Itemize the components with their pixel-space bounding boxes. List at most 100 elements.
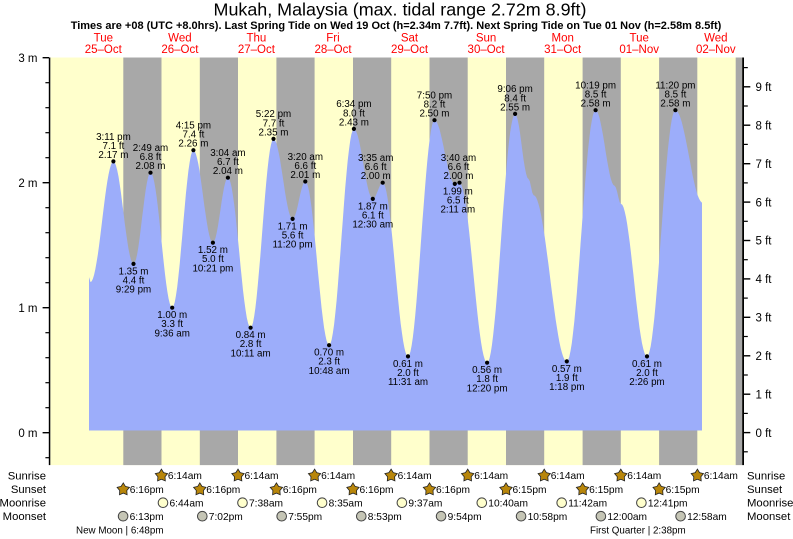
svg-text:8.0 ft: 8.0 ft — [343, 108, 365, 119]
svg-text:1.9 ft: 1.9 ft — [556, 373, 578, 384]
svg-text:Times are +08 (UTC +8.0hrs). L: Times are +08 (UTC +8.0hrs). Last Spring… — [71, 20, 722, 32]
svg-text:Sat: Sat — [401, 33, 419, 45]
svg-text:5 ft: 5 ft — [756, 236, 773, 248]
svg-text:Sun: Sun — [476, 33, 496, 45]
svg-text:Moonset: Moonset — [747, 511, 791, 523]
svg-text:Moonrise: Moonrise — [747, 498, 793, 510]
svg-text:6:34 pm: 6:34 pm — [336, 99, 371, 110]
svg-text:12:30 am: 12:30 am — [352, 220, 393, 231]
svg-text:30–Oct: 30–Oct — [468, 44, 506, 56]
svg-text:11:31 am: 11:31 am — [388, 377, 428, 388]
svg-text:2.50 m: 2.50 m — [420, 109, 450, 120]
svg-text:26–Oct: 26–Oct — [161, 44, 199, 56]
svg-text:Mukah, Malaysia (max. tidal ra: Mukah, Malaysia (max. tidal range 2.72m … — [214, 0, 587, 20]
svg-text:8.4 ft: 8.4 ft — [504, 93, 526, 104]
svg-text:6.5 ft: 6.5 ft — [447, 195, 469, 206]
svg-text:2.04 m: 2.04 m — [213, 166, 243, 177]
svg-text:11:20 pm: 11:20 pm — [655, 81, 695, 92]
svg-text:6:44am: 6:44am — [170, 498, 204, 509]
svg-text:3.3 ft: 3.3 ft — [161, 319, 183, 330]
svg-text:3:20 am: 3:20 am — [288, 152, 323, 163]
svg-text:6:16pm: 6:16pm — [283, 485, 317, 496]
svg-text:0.56 m: 0.56 m — [472, 365, 502, 376]
svg-text:8:53pm: 8:53pm — [368, 512, 402, 523]
svg-text:12:58am: 12:58am — [687, 512, 727, 523]
svg-text:10:48 am: 10:48 am — [309, 366, 350, 377]
svg-text:Sunrise: Sunrise — [747, 470, 785, 482]
svg-text:12:00am: 12:00am — [607, 512, 647, 523]
svg-text:2:11 am: 2:11 am — [440, 205, 475, 216]
svg-text:New Moon | 6:48pm: New Moon | 6:48pm — [76, 526, 164, 537]
svg-text:02–Nov: 02–Nov — [696, 44, 736, 56]
svg-text:2.00 m: 2.00 m — [361, 171, 391, 182]
svg-text:3:40 am: 3:40 am — [441, 153, 476, 164]
svg-text:2.0 ft: 2.0 ft — [397, 368, 419, 379]
svg-text:29–Oct: 29–Oct — [391, 44, 429, 56]
svg-text:6:16pm: 6:16pm — [360, 485, 394, 496]
svg-text:8.5 ft: 8.5 ft — [665, 90, 687, 101]
svg-text:1.52 m: 1.52 m — [198, 245, 228, 256]
svg-text:12:41pm: 12:41pm — [648, 498, 688, 509]
svg-text:2.43 m: 2.43 m — [339, 117, 369, 128]
svg-text:Fri: Fri — [326, 33, 339, 45]
svg-text:3:35 am: 3:35 am — [358, 153, 393, 164]
svg-text:0.61 m: 0.61 m — [632, 359, 662, 370]
svg-text:1 m: 1 m — [18, 303, 37, 315]
svg-text:2.01 m: 2.01 m — [290, 170, 320, 181]
svg-text:6:15pm: 6:15pm — [513, 485, 547, 496]
svg-text:7:50 pm: 7:50 pm — [417, 91, 452, 102]
svg-text:7:02pm: 7:02pm — [209, 512, 243, 523]
svg-text:1.00 m: 1.00 m — [157, 310, 187, 321]
svg-text:6:14am: 6:14am — [474, 471, 508, 482]
svg-text:8.5 ft: 8.5 ft — [585, 90, 607, 101]
svg-text:31–Oct: 31–Oct — [544, 44, 582, 56]
svg-text:Wed: Wed — [704, 33, 727, 45]
svg-text:6.8 ft: 6.8 ft — [140, 152, 162, 163]
svg-text:9:06 pm: 9:06 pm — [497, 84, 532, 95]
svg-text:6:15pm: 6:15pm — [589, 485, 623, 496]
svg-text:9:36 am: 9:36 am — [154, 328, 189, 339]
svg-text:1.87 m: 1.87 m — [358, 201, 388, 212]
svg-text:5:22 pm: 5:22 pm — [256, 109, 291, 120]
svg-text:7.7 ft: 7.7 ft — [263, 118, 285, 129]
svg-text:2.0 ft: 2.0 ft — [636, 368, 658, 379]
svg-text:10:21 pm: 10:21 pm — [192, 263, 233, 274]
svg-text:6.6 ft: 6.6 ft — [448, 162, 470, 173]
svg-text:2.3 ft: 2.3 ft — [318, 357, 340, 368]
svg-text:7:38am: 7:38am — [249, 498, 283, 509]
svg-text:2.17 m: 2.17 m — [98, 150, 128, 161]
svg-text:Mon: Mon — [552, 33, 574, 45]
svg-text:First Quarter | 2:38pm: First Quarter | 2:38pm — [590, 526, 686, 537]
svg-text:9:37am: 9:37am — [408, 498, 442, 509]
svg-text:10:11 am: 10:11 am — [231, 348, 271, 359]
svg-text:Thu: Thu — [246, 33, 266, 45]
svg-text:6:16pm: 6:16pm — [206, 485, 240, 496]
svg-text:Wed: Wed — [168, 33, 191, 45]
svg-text:5.0 ft: 5.0 ft — [202, 254, 224, 265]
svg-text:27–Oct: 27–Oct — [238, 44, 276, 56]
svg-text:4:15 pm: 4:15 pm — [176, 121, 211, 132]
svg-text:7.1 ft: 7.1 ft — [103, 141, 125, 152]
svg-text:9:29 pm: 9:29 pm — [116, 285, 151, 296]
svg-text:6:13pm: 6:13pm — [130, 512, 164, 523]
svg-text:10:40am: 10:40am — [488, 498, 528, 509]
svg-text:6:14am: 6:14am — [245, 471, 279, 482]
svg-text:6:14am: 6:14am — [321, 471, 355, 482]
svg-text:6:16pm: 6:16pm — [130, 485, 164, 496]
svg-text:11:42am: 11:42am — [568, 498, 607, 509]
svg-text:Moonset: Moonset — [3, 511, 47, 523]
svg-text:2:26 pm: 2:26 pm — [629, 377, 664, 388]
svg-text:2.26 m: 2.26 m — [178, 139, 208, 150]
svg-text:2.58 m: 2.58 m — [660, 99, 690, 110]
svg-text:7:55pm: 7:55pm — [288, 512, 322, 523]
svg-text:6.6 ft: 6.6 ft — [365, 162, 387, 173]
svg-text:2:49 am: 2:49 am — [133, 143, 168, 154]
svg-text:01–Nov: 01–Nov — [619, 44, 659, 56]
svg-text:28–Oct: 28–Oct — [314, 44, 352, 56]
svg-text:Sunrise: Sunrise — [8, 470, 46, 482]
svg-text:6:16pm: 6:16pm — [436, 485, 470, 496]
svg-text:1.8 ft: 1.8 ft — [476, 374, 498, 385]
svg-text:0 ft: 0 ft — [756, 428, 773, 440]
svg-text:Tue: Tue — [630, 33, 649, 45]
svg-text:8 ft: 8 ft — [756, 120, 773, 132]
